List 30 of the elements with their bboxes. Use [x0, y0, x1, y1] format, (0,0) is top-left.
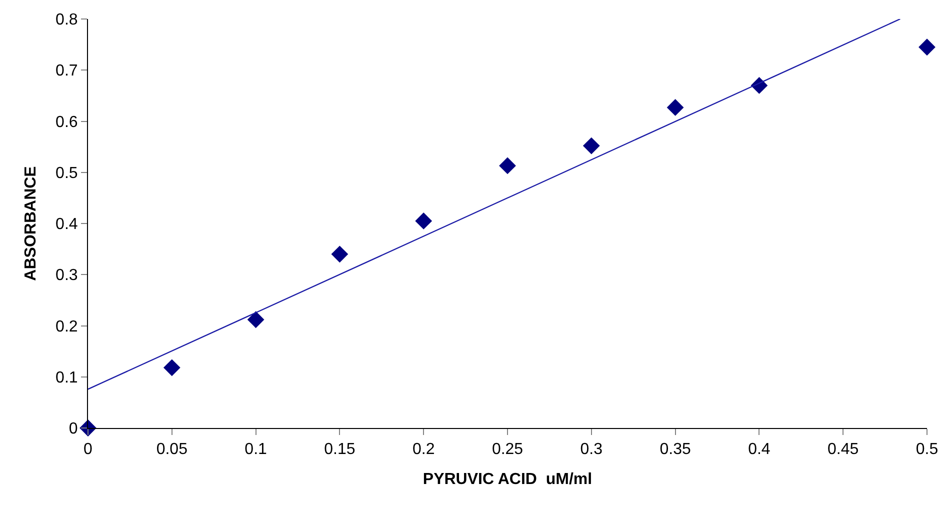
y-tick-label: 0.3: [56, 267, 78, 284]
x-tick-label: 0.4: [748, 441, 770, 458]
point: [582, 137, 600, 154]
y-tick-label: 0.2: [56, 318, 78, 336]
y-tick-label: 0.5: [56, 164, 78, 182]
point: [415, 212, 432, 230]
x-tick-label: 0.5: [916, 441, 938, 458]
point: [666, 99, 684, 116]
x-tick-label: 0.15: [324, 441, 356, 458]
point: [247, 311, 264, 328]
x-tick-label: 0.3: [580, 441, 603, 458]
x-tick-label: 0.1: [244, 441, 268, 458]
x-axis-title: PYRUVIC ACID uM/ml: [422, 470, 592, 488]
x-tick-label: 0.25: [492, 441, 524, 458]
point: [331, 246, 348, 263]
x-tick-label: 0.45: [828, 441, 859, 458]
y-tick-label: 0.1: [56, 369, 78, 386]
point: [499, 157, 516, 174]
point: [918, 38, 936, 56]
y-tick-label: 0.6: [56, 114, 78, 131]
point: [163, 359, 180, 376]
y-tick-label: 0.4: [56, 216, 78, 234]
x-tick-label: 0.35: [660, 441, 691, 458]
y-tick-label: 0.8: [56, 12, 78, 29]
x-tick-label: 0: [84, 441, 93, 458]
y-tick-label: 0: [68, 420, 78, 438]
x-tick-label: 0.2: [412, 441, 435, 458]
x-tick-label: 0.05: [156, 441, 188, 458]
y-tick-label: 0.7: [56, 62, 78, 80]
y-axis-title: ABSORBANCE: [22, 166, 40, 281]
